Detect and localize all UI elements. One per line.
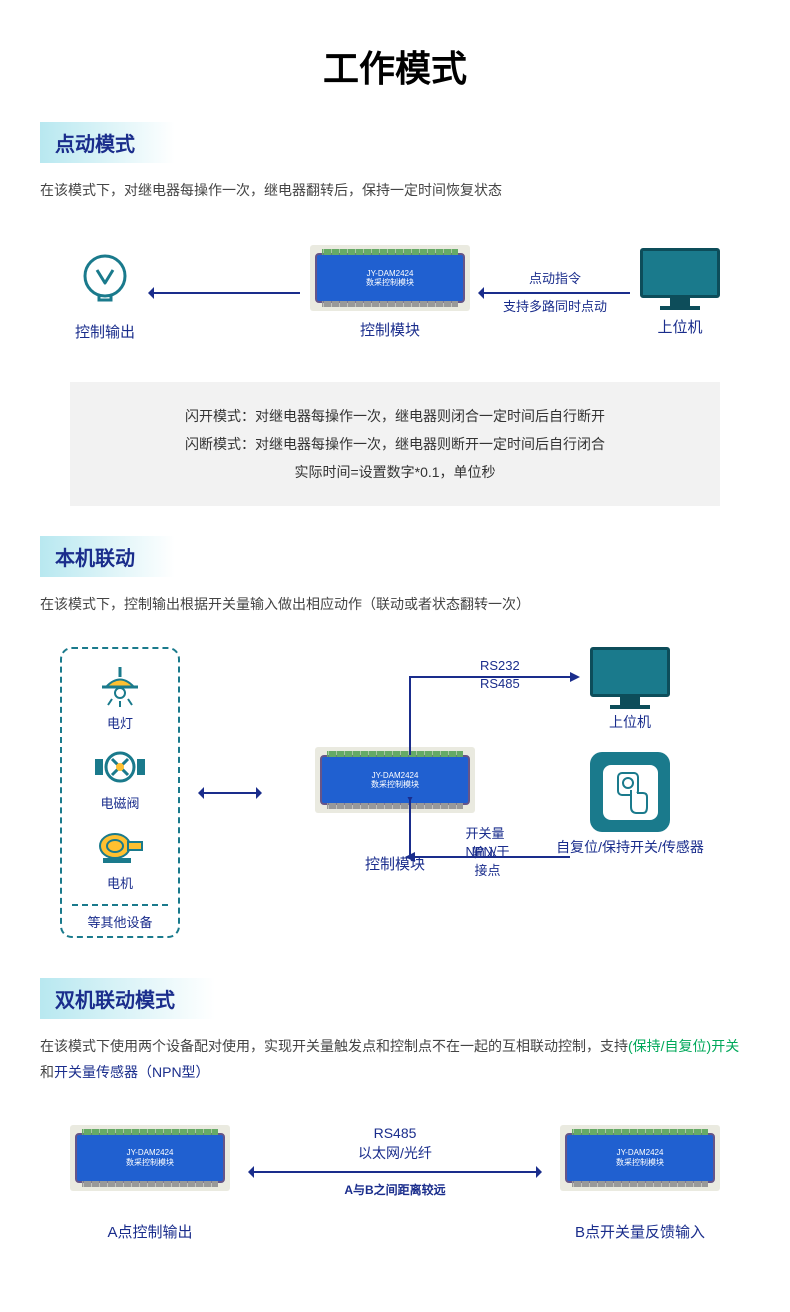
a-node: JY-DAM2424 数采控制模块 A点控制输出 bbox=[70, 1125, 230, 1242]
valve-icon bbox=[95, 744, 145, 789]
output-node: 控制输出 bbox=[70, 243, 140, 342]
device-valve: 电磁阀 bbox=[72, 744, 168, 812]
center-module-area: JY-DAM2424 数采控制模块 控制模块 RS232 RS485 开关量输入… bbox=[280, 647, 510, 874]
device-motor: 电机 bbox=[72, 824, 168, 892]
a-label: A点控制输出 bbox=[70, 1221, 230, 1242]
right-column: 上位机 自复位/保持开关/传感器 bbox=[530, 647, 730, 877]
motor-icon bbox=[95, 824, 145, 869]
device-group: 电灯 电磁阀 电机 等其他设备 bbox=[60, 647, 180, 938]
lamp-icon bbox=[95, 664, 145, 709]
section-desc: 在该模式下，对继电器每操作一次，继电器翻转后，保持一定时间恢复状态 bbox=[40, 178, 750, 203]
section-dual-link: 双机联动模式 在该模式下使用两个设备配对使用，实现开关量触发点和控制点不在一起的… bbox=[0, 978, 790, 1261]
monitor-icon bbox=[590, 647, 670, 707]
monitor-icon bbox=[640, 248, 720, 308]
bulb-icon bbox=[70, 243, 140, 313]
section-local-link: 本机联动 在该模式下，控制输出根据开关量输入做出相应动作（联动或者状态翻转一次）… bbox=[0, 536, 790, 948]
module-node: JY-DAM2424 数采控制模块 控制模块 bbox=[310, 245, 470, 340]
valve-label: 电磁阀 bbox=[72, 793, 168, 812]
arrow-cmd-label: 点动指令 bbox=[480, 270, 630, 288]
host-label: 上位机 bbox=[530, 712, 730, 732]
module-icon: JY-DAM2424 数采控制模块 bbox=[320, 755, 470, 805]
section-header: 本机联动 bbox=[40, 536, 175, 577]
distance-note: A与B之间距离较远 bbox=[250, 1181, 540, 1198]
output-label: 控制输出 bbox=[70, 321, 140, 342]
rs485-label: RS485 bbox=[480, 675, 520, 693]
switch-label: 自复位/保持开关/传感器 bbox=[530, 837, 730, 857]
bidir-arrow bbox=[200, 792, 260, 794]
note-line: 实际时间=设置数字*0.1，单位秒 bbox=[100, 458, 690, 486]
npn-label: NPN/干接点 bbox=[465, 843, 510, 879]
switch-node: 自复位/保持开关/传感器 bbox=[530, 752, 730, 857]
section-header: 点动模式 bbox=[40, 122, 175, 163]
lamp-label: 电灯 bbox=[72, 713, 168, 732]
host-label: 上位机 bbox=[640, 316, 720, 337]
note-line: 闪断模式：对继电器每操作一次，继电器则断开一定时间后自行闭合 bbox=[100, 430, 690, 458]
page-title: 工作模式 bbox=[0, 40, 790, 92]
connection-area: RS485 以太网/光纤 A与B之间距离较远 bbox=[230, 1125, 560, 1198]
motor-label: 电机 bbox=[72, 873, 168, 892]
diagram-jog: 控制输出 JY-DAM2424 数采控制模块 控制模块 点动指令 支持多路同时点… bbox=[40, 223, 750, 362]
rs232-label: RS232 bbox=[480, 657, 520, 675]
arrow-support-label: 支持多路同时点动 bbox=[480, 298, 630, 316]
b-label: B点开关量反馈输入 bbox=[560, 1221, 720, 1242]
device-lamp: 电灯 bbox=[72, 664, 168, 732]
section-desc: 在该模式下使用两个设备配对使用，实现开关量触发点和控制点不在一起的互相联动控制，… bbox=[40, 1034, 750, 1084]
module-a-icon: JY-DAM2424 数采控制模块 bbox=[75, 1133, 225, 1183]
device-other: 等其他设备 bbox=[72, 904, 168, 931]
touch-icon bbox=[590, 752, 670, 832]
diagram-dual-link: JY-DAM2424 数采控制模块 A点控制输出 RS485 以太网/光纤 A与… bbox=[40, 1105, 750, 1262]
arrow-module-output bbox=[140, 288, 310, 298]
module-label: 控制模块 bbox=[310, 319, 470, 340]
host-node: 上位机 bbox=[530, 647, 730, 732]
note-line: 闪开模式：对继电器每操作一次，继电器则闭合一定时间后自行断开 bbox=[100, 402, 690, 430]
ethernet-label: 以太网/光纤 bbox=[250, 1143, 540, 1163]
bidir-line bbox=[250, 1171, 540, 1173]
module-b-icon: JY-DAM2424 数采控制模块 bbox=[565, 1133, 715, 1183]
note-box: 闪开模式：对继电器每操作一次，继电器则闭合一定时间后自行断开 闪断模式：对继电器… bbox=[70, 382, 720, 506]
section-desc: 在该模式下，控制输出根据开关量输入做出相应动作（联动或者状态翻转一次） bbox=[40, 592, 750, 617]
module-icon: JY-DAM2424 数采控制模块 bbox=[315, 253, 465, 303]
rs485-label: RS485 bbox=[250, 1125, 540, 1141]
host-node: 上位机 bbox=[640, 248, 720, 337]
b-node: JY-DAM2424 数采控制模块 B点开关量反馈输入 bbox=[560, 1125, 720, 1242]
diagram-local-link: 电灯 电磁阀 电机 等其他设备 JY-DAM2424 数采控制模块 控制模块 bbox=[40, 637, 750, 948]
section-jog-mode: 点动模式 在该模式下，对继电器每操作一次，继电器翻转后，保持一定时间恢复状态 控… bbox=[0, 122, 790, 506]
section-header: 双机联动模式 bbox=[40, 978, 215, 1019]
arrow-host-module: 点动指令 支持多路同时点动 bbox=[470, 270, 640, 316]
